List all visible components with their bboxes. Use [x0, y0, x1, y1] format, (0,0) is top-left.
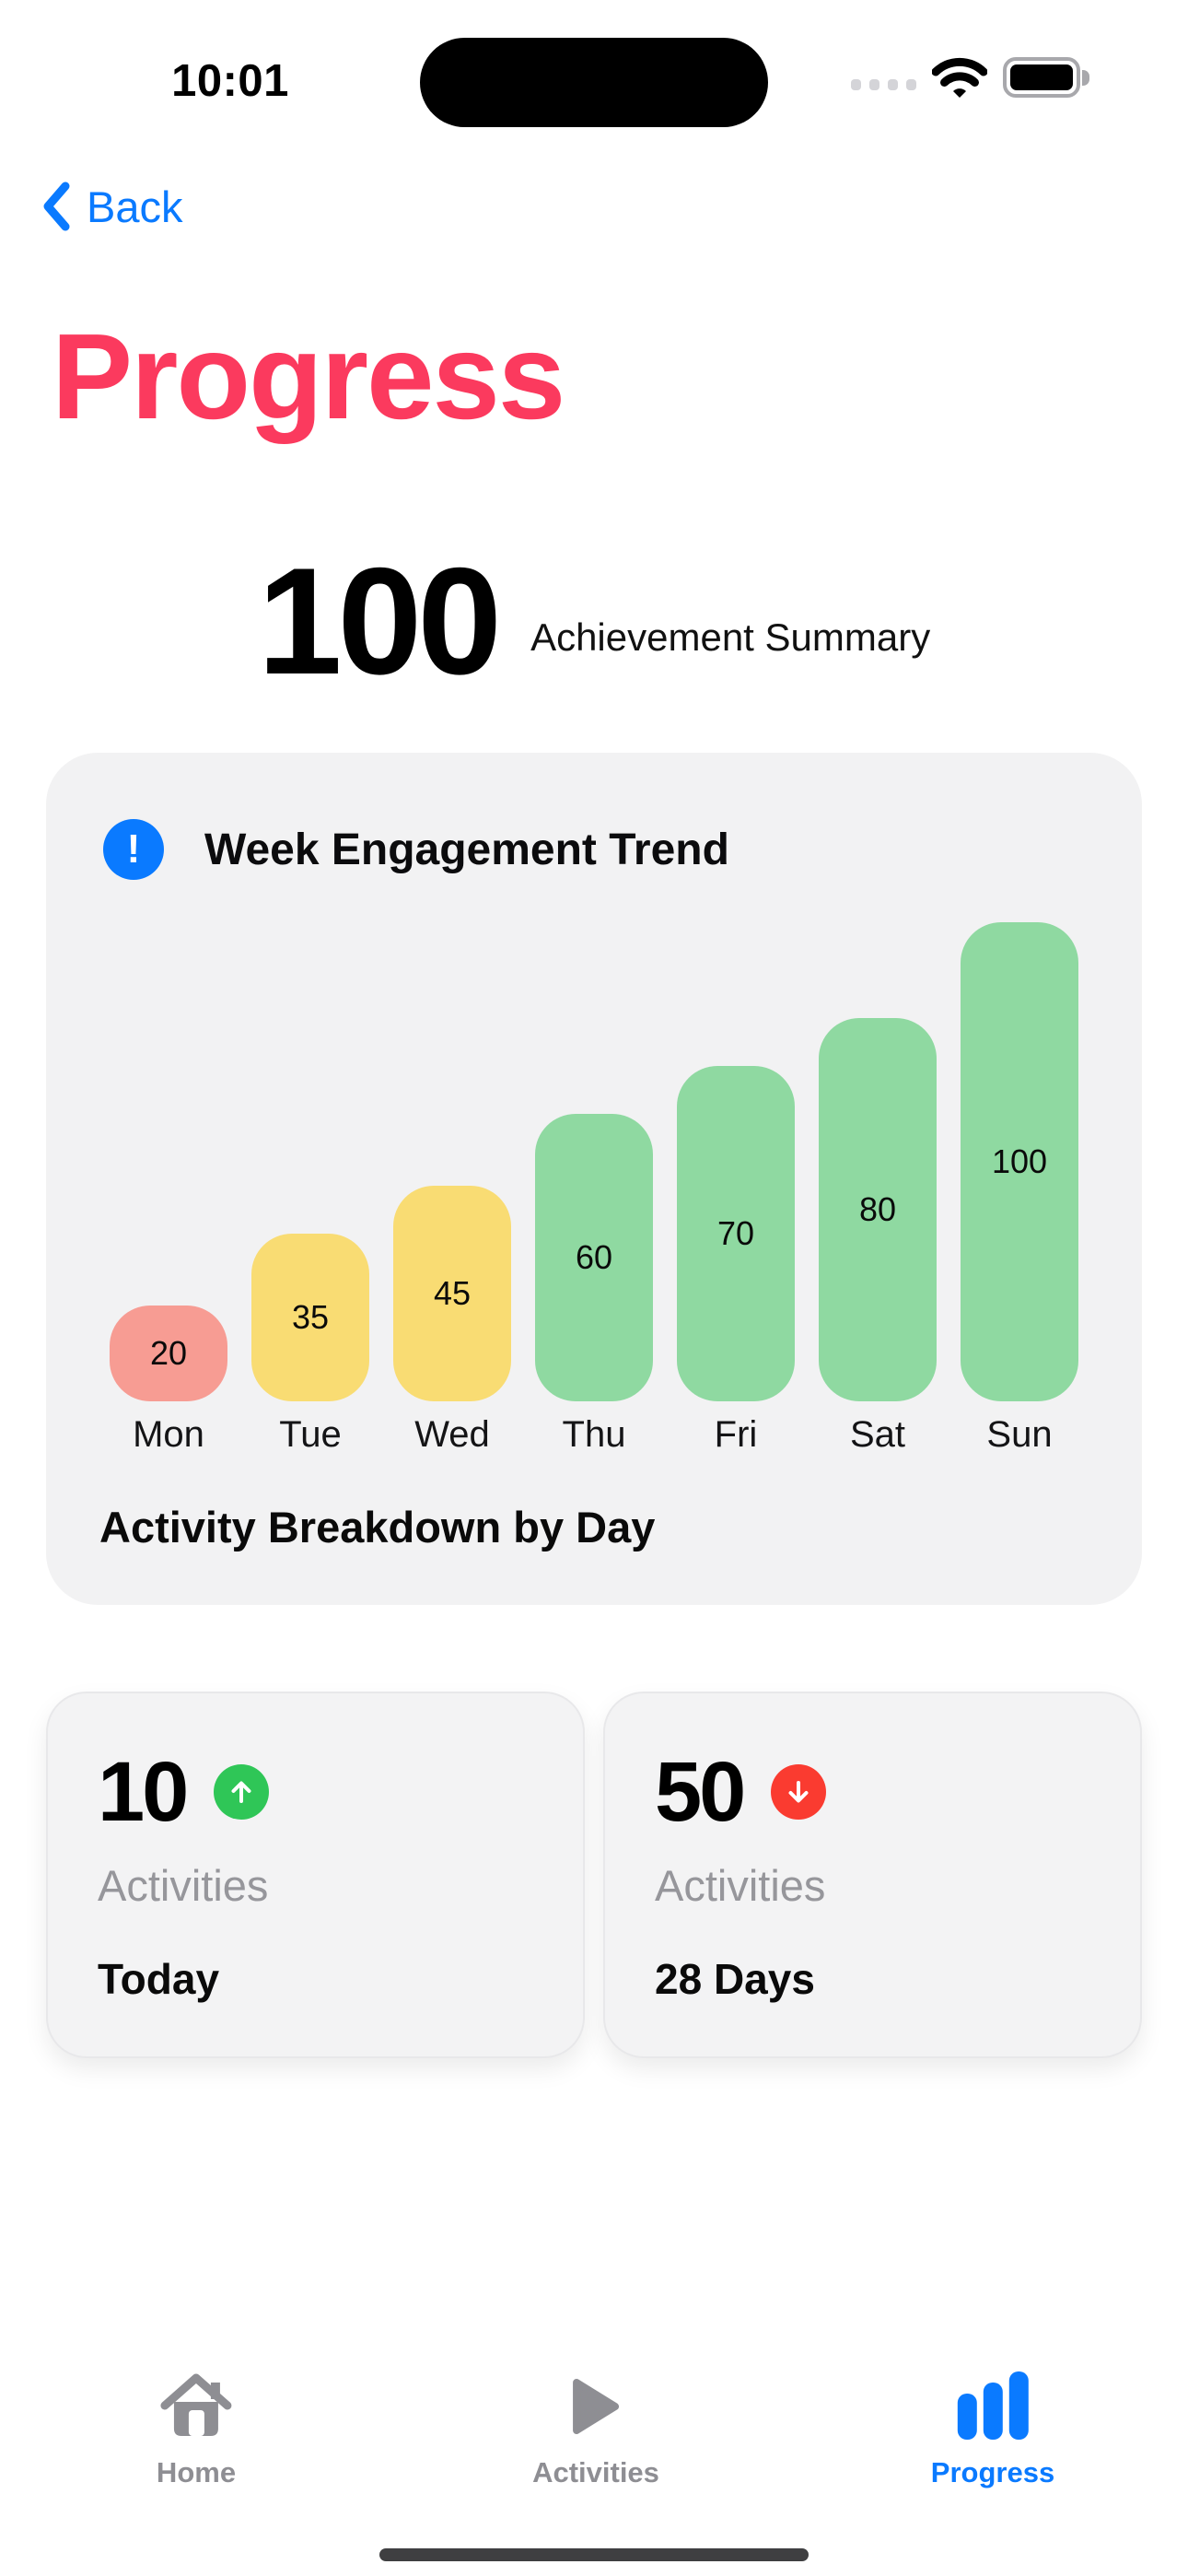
tab-label: Home — [156, 2456, 237, 2488]
stat-period: Today — [98, 1955, 220, 2003]
bar-day-label: Tue — [279, 1414, 342, 1455]
bar-tue: 35 — [251, 1234, 369, 1401]
bar-value: 45 — [433, 1274, 472, 1312]
bar-value: 60 — [575, 1238, 613, 1276]
status-time: 10:01 — [171, 56, 289, 106]
achievement-summary: 100 Achievement Summary — [0, 545, 1188, 697]
bar-day-label: Wed — [414, 1414, 490, 1455]
bar-wed: 45 — [393, 1186, 511, 1401]
stat-card-today: 10 Activities Today — [46, 1692, 585, 2058]
status-icons — [851, 53, 1089, 101]
tab-bar: Home Activities Progress — [0, 2368, 1188, 2524]
status-bar: 10:01 — [0, 0, 1188, 129]
bar-day-label: Mon — [133, 1414, 204, 1455]
tab-label: Progress — [930, 2456, 1055, 2488]
play-icon — [569, 2368, 623, 2440]
bar-chart-icon — [952, 2368, 1033, 2440]
bar-fri: 70 — [677, 1066, 795, 1401]
stat-value: 50 — [655, 1745, 746, 1839]
tab-home[interactable]: Home — [157, 2368, 236, 2489]
house-icon — [158, 2368, 234, 2440]
bar-mon: 20 — [110, 1306, 227, 1401]
bar-chart-bars: 20 35 45 60 70 80 100 — [110, 922, 1078, 1401]
cellular-signal-dots-icon — [851, 79, 916, 90]
tab-progress[interactable]: Progress — [931, 2368, 1054, 2489]
arrow-down-circle-icon — [771, 1764, 827, 1820]
bar-chart-labels: Mon Tue Wed Thu Fri Sat Sun — [110, 1414, 1078, 1456]
stat-label: Activities — [655, 1861, 826, 1910]
battery-icon — [1003, 57, 1089, 98]
bar-value: 20 — [149, 1334, 188, 1372]
trend-card-header: ! Week Engagement Trend — [46, 753, 1142, 880]
back-label: Back — [87, 181, 183, 231]
trend-card-title: Week Engagement Trend — [204, 825, 729, 874]
bar-value: 70 — [716, 1214, 755, 1252]
stat-period: 28 Days — [655, 1955, 815, 2003]
stat-label: Activities — [98, 1861, 269, 1910]
tab-activities[interactable]: Activities — [532, 2368, 659, 2489]
dynamic-island — [420, 38, 768, 127]
stat-card-top: 50 — [655, 1749, 1140, 1835]
bar-sat: 80 — [819, 1018, 937, 1401]
summary-value: 100 — [257, 536, 502, 706]
bar-day-label: Thu — [562, 1414, 626, 1455]
home-indicator[interactable] — [379, 2548, 809, 2561]
stat-value: 10 — [98, 1745, 189, 1839]
tab-label: Activities — [532, 2456, 659, 2488]
stat-card-28-days: 50 Activities 28 Days — [603, 1692, 1142, 2058]
stat-card-top: 10 — [98, 1749, 583, 1835]
bar-value: 35 — [291, 1298, 330, 1336]
bar-sun: 100 — [961, 922, 1078, 1401]
arrow-up-circle-icon — [214, 1764, 270, 1820]
wifi-icon — [932, 56, 987, 99]
bar-thu: 60 — [535, 1114, 653, 1401]
bar-day-label: Fri — [714, 1414, 758, 1455]
trend-card-footer: Activity Breakdown by Day — [99, 1503, 656, 1551]
info-circle-icon[interactable]: ! — [103, 819, 164, 880]
summary-label: Achievement Summary — [530, 615, 931, 659]
bar-value: 80 — [858, 1190, 897, 1228]
bar-day-label: Sun — [986, 1414, 1053, 1455]
back-button[interactable]: Back — [41, 181, 183, 232]
page-title: Progress — [52, 309, 565, 444]
bar-value: 100 — [991, 1142, 1048, 1180]
chevron-left-icon — [41, 181, 72, 232]
bar-day-label: Sat — [849, 1414, 906, 1455]
week-trend-card: ! Week Engagement Trend 20 35 45 60 70 80 100 … — [46, 753, 1142, 1605]
